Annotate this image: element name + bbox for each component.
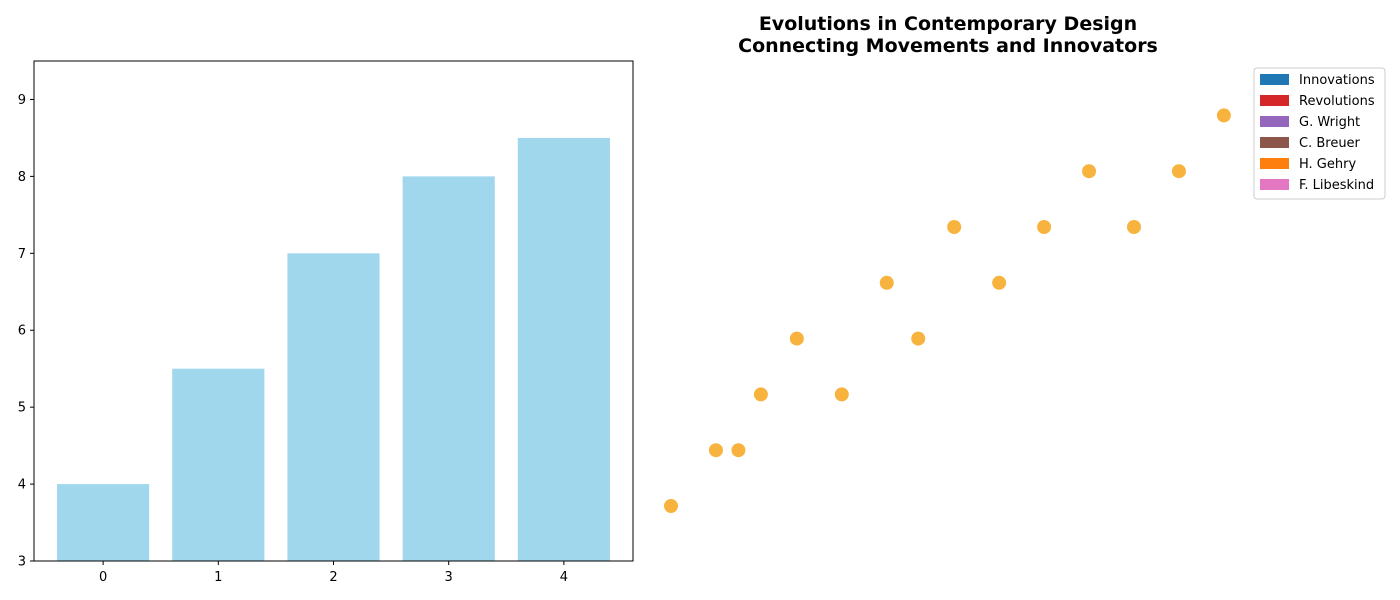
- scatter-chart: Evolutions in Contemporary Design Connec…: [664, 13, 1385, 513]
- legend-swatch: [1260, 179, 1289, 190]
- bar-0: [57, 484, 149, 561]
- legend-label: Innovations: [1299, 73, 1375, 88]
- x-tick-label: 2: [329, 570, 337, 585]
- x-tick-label: 1: [214, 570, 222, 585]
- legend-label: Revolutions: [1299, 94, 1375, 109]
- y-tick-label: 4: [18, 478, 26, 493]
- legend-swatch: [1260, 95, 1289, 106]
- legend-swatch: [1260, 158, 1289, 169]
- legend-swatch: [1260, 137, 1289, 148]
- scatter-point-2: [709, 443, 723, 457]
- scatter-point-1: [664, 499, 678, 513]
- legend-swatch: [1260, 74, 1289, 85]
- y-tick-label: 9: [18, 93, 26, 108]
- y-tick-label: 8: [18, 170, 26, 185]
- scatter-point-10: [992, 276, 1006, 290]
- y-tick-label: 6: [18, 324, 26, 339]
- scatter-point-15: [1217, 108, 1231, 122]
- legend-label: G. Wright: [1299, 115, 1360, 130]
- scatter-point-7: [880, 276, 894, 290]
- scatter-point-11: [1037, 220, 1051, 234]
- y-tick-label: 5: [18, 401, 26, 416]
- y-tick-label: 3: [18, 555, 26, 570]
- scatter-point-9: [947, 220, 961, 234]
- scatter-point-4: [754, 387, 768, 401]
- scatter-point-8: [911, 332, 925, 346]
- scatter-points: [664, 108, 1231, 513]
- x-tick-label: 4: [560, 570, 568, 585]
- bar-4: [518, 138, 610, 561]
- legend-label: H. Gehry: [1299, 157, 1356, 172]
- y-tick-label: 7: [18, 247, 26, 262]
- scatter-point-6: [835, 387, 849, 401]
- legend: Innovations Revolutions G. Wright C. Breuer…: [1254, 68, 1385, 199]
- legend-label: F. Libeskind: [1299, 178, 1374, 193]
- chart-title-line-2: Connecting Movements and Innovators: [738, 35, 1158, 57]
- x-tick-label: 3: [445, 570, 453, 585]
- chart-title-line-1: Evolutions in Contemporary Design: [759, 13, 1137, 35]
- x-tick-label: 0: [99, 570, 107, 585]
- legend-swatch: [1260, 116, 1289, 127]
- bar-chart: 3 4 5 6 7 8 9 0 1 2 3 4: [18, 61, 633, 585]
- bar-3: [403, 176, 495, 561]
- scatter-point-5: [790, 332, 804, 346]
- bar-2: [287, 253, 379, 561]
- bar-1: [172, 369, 264, 561]
- scatter-point-13: [1127, 220, 1141, 234]
- scatter-point-12: [1082, 164, 1096, 178]
- scatter-point-3: [731, 443, 745, 457]
- legend-label: C. Breuer: [1299, 136, 1361, 151]
- scatter-point-14: [1172, 164, 1186, 178]
